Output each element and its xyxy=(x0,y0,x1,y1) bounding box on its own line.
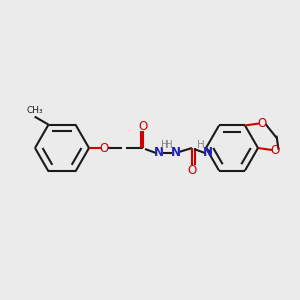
Text: H: H xyxy=(161,140,169,150)
Text: O: O xyxy=(257,117,267,130)
Text: O: O xyxy=(138,119,148,133)
Text: O: O xyxy=(99,142,109,154)
Text: H: H xyxy=(165,140,173,150)
Text: N: N xyxy=(154,146,164,160)
Text: O: O xyxy=(188,164,196,176)
Text: O: O xyxy=(270,143,280,157)
Text: N: N xyxy=(171,146,181,160)
Text: CH₃: CH₃ xyxy=(26,106,43,115)
Text: N: N xyxy=(203,146,213,160)
Text: H: H xyxy=(197,140,205,150)
